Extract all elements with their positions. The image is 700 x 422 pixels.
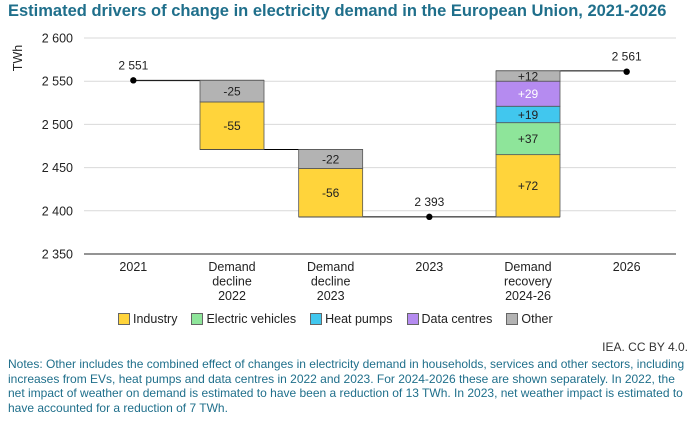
y-tick-label: 2 550 xyxy=(42,75,73,89)
legend-label: Data centres xyxy=(421,312,493,326)
legend-swatch xyxy=(310,313,323,325)
y-tick-label: 2 350 xyxy=(42,248,73,262)
category-label: 2022 xyxy=(218,289,246,303)
grid-lines xyxy=(84,37,676,255)
legend-swatch xyxy=(191,313,204,325)
data-labels: -55 -25 -56 -22 +72 +37 +19 +29 +12 2 551 2 393 2 5… xyxy=(118,50,642,209)
y-tick-label: 2 600 xyxy=(42,32,73,46)
legend: Industry Electric vehicles Heat pumps Data … xyxy=(118,312,553,326)
category-label: 2026 xyxy=(613,260,641,274)
bar-segment-industry xyxy=(495,154,561,218)
data-label: +12 xyxy=(518,70,539,84)
legend-item: Data centres xyxy=(406,312,493,326)
y-tick-label: 2 500 xyxy=(42,118,73,132)
category-label: 2023 xyxy=(317,289,345,303)
category-label: 2024-26 xyxy=(505,289,551,303)
legend-label: Electric vehicles xyxy=(206,312,297,326)
data-label: +19 xyxy=(518,108,539,122)
category-label: 2023 xyxy=(415,260,443,274)
legend-item: Heat pumps xyxy=(310,312,393,326)
waterfall-chart: 2 350 2 400 2 450 2 500 2 550 2 600 2021 Deman… xyxy=(11,32,676,303)
y-tick-label: 2 400 xyxy=(42,204,73,218)
source-credit: IEA. CC BY 4.0. xyxy=(602,340,688,354)
bar-segment-data-centres xyxy=(495,80,561,107)
notes: Notes: Other includes the combined effec… xyxy=(8,357,685,416)
total-marker xyxy=(426,213,433,221)
bars xyxy=(199,70,561,218)
bar-segment-other xyxy=(199,79,265,103)
category-label: Demand xyxy=(504,260,551,274)
total-label: 2 393 xyxy=(414,195,444,209)
data-label: -25 xyxy=(223,85,241,99)
category-label: 2021 xyxy=(119,260,147,274)
legend-item: Other xyxy=(506,312,553,326)
data-label: -22 xyxy=(322,152,340,166)
total-markers xyxy=(130,68,630,221)
bar-segment-other xyxy=(298,149,364,169)
legend-swatch xyxy=(118,313,130,325)
y-axis-label: TWh xyxy=(11,45,25,71)
category-label: decline xyxy=(212,275,252,289)
legend-label: Heat pumps xyxy=(325,312,393,326)
bar-segment-other xyxy=(495,70,561,82)
data-label: -55 xyxy=(223,119,241,133)
total-label: 2 561 xyxy=(612,50,642,64)
total-marker xyxy=(130,77,137,84)
data-label: +72 xyxy=(518,179,539,193)
category-label: Demand xyxy=(208,260,255,274)
x-axis-categories: 2021 Demanddecline2022Demanddecline202320… xyxy=(119,260,640,303)
total-label: 2 551 xyxy=(118,58,148,72)
category-label: decline xyxy=(311,275,351,289)
legend-label: Other xyxy=(521,312,553,326)
y-tick-label: 2 450 xyxy=(42,161,73,175)
legend-swatch xyxy=(406,313,419,325)
category-label: Demand xyxy=(307,260,354,274)
y-axis-ticks: 2 350 2 400 2 450 2 500 2 550 2 600 xyxy=(42,32,73,262)
data-label: -56 xyxy=(322,186,340,200)
legend-item: Electric vehicles xyxy=(191,312,296,326)
category-label: recovery xyxy=(504,275,553,289)
data-label: +29 xyxy=(518,87,539,101)
bar-segment-industry xyxy=(199,101,265,150)
legend-item: Industry xyxy=(118,312,177,326)
total-marker xyxy=(623,68,630,75)
legend-swatch xyxy=(506,313,519,325)
bar-segment-electric-vehicles xyxy=(495,122,561,156)
bar-segment-industry xyxy=(298,168,364,218)
data-label: +37 xyxy=(518,132,539,146)
legend-label: Industry xyxy=(133,312,178,326)
chart-title: Estimated drivers of change in electrici… xyxy=(8,2,667,20)
